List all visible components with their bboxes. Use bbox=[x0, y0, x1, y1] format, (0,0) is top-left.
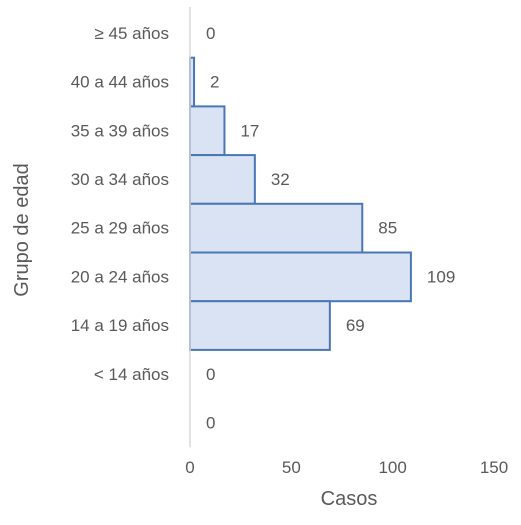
x-tick-label: 0 bbox=[185, 458, 194, 477]
category-labels: ≥ 45 años 40 a 44 años 35 a 39 años 30 a 34… bbox=[71, 24, 169, 384]
bar bbox=[189, 154, 256, 205]
category-label: ≥ 45 años bbox=[94, 24, 169, 43]
data-label: 17 bbox=[240, 121, 259, 140]
data-label: 0 bbox=[206, 413, 215, 432]
x-axis-title: Casos bbox=[321, 488, 378, 510]
bar bbox=[189, 251, 412, 303]
category-label: 25 a 29 años bbox=[71, 219, 169, 238]
data-label: 109 bbox=[427, 267, 455, 286]
data-label: 85 bbox=[378, 219, 397, 238]
category-label: 35 a 39 años bbox=[71, 121, 169, 140]
y-axis-title: Grupo de edad bbox=[11, 163, 33, 296]
category-label: 40 a 44 años bbox=[71, 73, 169, 92]
data-label: 0 bbox=[206, 365, 215, 384]
data-label: 32 bbox=[271, 170, 290, 189]
x-tick-label: 150 bbox=[480, 458, 508, 477]
bar-group bbox=[189, 56, 412, 351]
x-tick-labels: 0 50 100 150 bbox=[185, 458, 508, 477]
category-label: 30 a 34 años bbox=[71, 170, 169, 189]
bar bbox=[189, 202, 364, 254]
bar bbox=[189, 105, 226, 157]
data-label: 69 bbox=[346, 316, 365, 335]
x-tick-label: 50 bbox=[282, 458, 301, 477]
category-label: 14 a 19 años bbox=[71, 316, 169, 335]
bar bbox=[189, 300, 331, 351]
category-label: < 14 años bbox=[94, 365, 169, 384]
data-labels: 0 2 17 32 85 109 69 0 0 bbox=[206, 24, 455, 433]
x-tick-label: 100 bbox=[378, 458, 406, 477]
data-label: 2 bbox=[210, 73, 219, 92]
category-label: 20 a 24 años bbox=[71, 267, 169, 286]
data-label: 0 bbox=[206, 24, 215, 43]
